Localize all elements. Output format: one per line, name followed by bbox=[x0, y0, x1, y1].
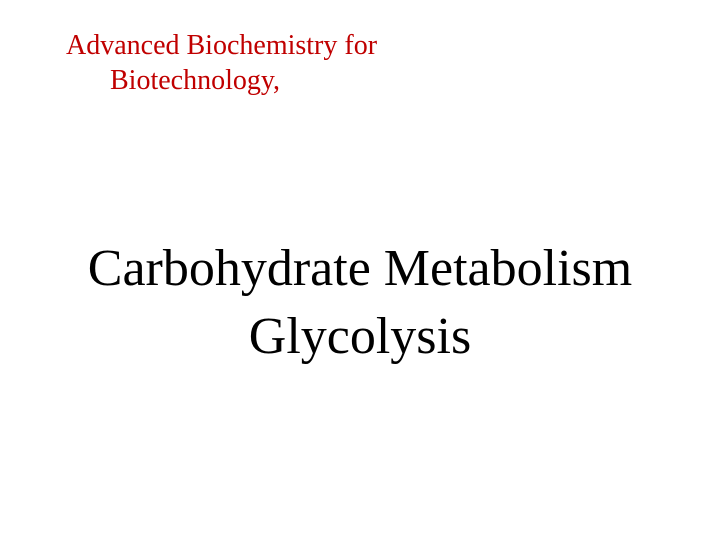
title-line-1: Carbohydrate Metabolism bbox=[0, 235, 720, 303]
header-line-2: Biotechnology, bbox=[66, 63, 377, 98]
slide-header: Advanced Biochemistry for Biotechnology, bbox=[66, 28, 377, 98]
header-line-1: Advanced Biochemistry for bbox=[66, 28, 377, 63]
slide-title: Carbohydrate Metabolism Glycolysis bbox=[0, 235, 720, 370]
title-line-2: Glycolysis bbox=[0, 303, 720, 371]
